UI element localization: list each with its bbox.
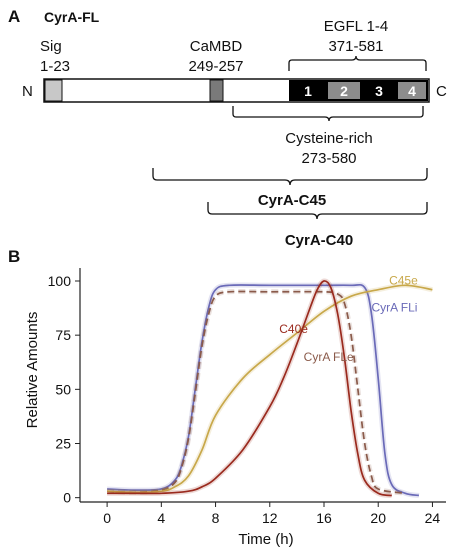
egfl-range: 371-581 (328, 38, 383, 55)
x-tick-label: 8 (212, 510, 220, 526)
series-line-c45e (107, 284, 433, 494)
series-line-c40e (107, 280, 392, 497)
egfl-3-label: 3 (375, 83, 383, 99)
cambd-range: 249-257 (188, 58, 243, 75)
egfl-2-label: 2 (340, 83, 348, 99)
egfl-label: EGFL 1-4 (324, 18, 388, 35)
y-tick-label: 75 (55, 327, 71, 343)
signal-peptide-domain (44, 79, 63, 102)
series-label-c45e: C45e (389, 273, 418, 287)
panel-b-letter: B (8, 247, 20, 266)
y-tick-label: 0 (63, 490, 71, 506)
egfl-bracket (288, 55, 427, 71)
cambd-label: CaMBD (190, 38, 243, 55)
x-tick-label: 16 (316, 510, 332, 526)
cambd-domain (209, 79, 224, 102)
cysteine-rich-range: 273-580 (301, 150, 356, 167)
cyra-c45-bracket (152, 168, 428, 186)
panel-a-title: CyrA-FL (44, 9, 100, 25)
series-label-cyra-fli: CyrA FLi (371, 300, 417, 314)
cyra-c45-label: CyrA-C45 (258, 192, 326, 209)
egfl-4-label: 4 (408, 83, 416, 99)
sig-label: Sig (40, 38, 62, 55)
cyra-c40-bracket (207, 202, 428, 220)
x-tick-label: 12 (262, 510, 278, 526)
line-chart: 0 4 8 12 16 20 24 0 25 50 75 100 CyrA FLi CyrA FLe C4… (48, 268, 446, 526)
y-tick-label: 25 (55, 436, 71, 452)
sig-range: 1-23 (40, 58, 70, 75)
y-tick-label: 100 (48, 273, 72, 289)
cyra-c40-label: CyrA-C40 (285, 232, 353, 249)
x-axis-label: Time (h) (238, 531, 293, 548)
series-label-c40e: C40e (279, 322, 308, 336)
egfl-2-box (328, 82, 360, 99)
x-tick-label: 24 (425, 510, 441, 526)
egfl-4-box (398, 82, 426, 99)
x-tick-label: 20 (370, 510, 386, 526)
x-tick-label: 0 (103, 510, 111, 526)
y-axis-label: Relative Amounts (24, 312, 41, 429)
y-tick-label: 50 (55, 381, 71, 397)
n-terminus-label: N (22, 83, 33, 100)
egfl-1-label: 1 (304, 83, 312, 99)
panel-a-letter: A (8, 7, 20, 26)
x-tick-label: 4 (157, 510, 165, 526)
series-line-cyra-fli (107, 283, 420, 497)
cysteine-rich-bracket (232, 106, 424, 122)
c-terminus-label: C (436, 83, 447, 100)
series-line-cyra-fle (107, 290, 406, 495)
cysteine-rich-label: Cysteine-rich (285, 130, 373, 147)
series-label-cyra-fle: CyrA FLe (304, 350, 354, 364)
